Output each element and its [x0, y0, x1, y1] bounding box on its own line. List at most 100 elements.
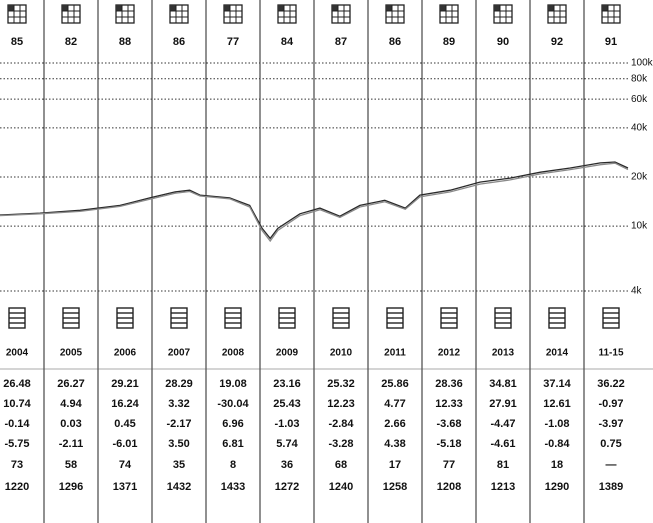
table-cell: 1213 [491, 481, 515, 493]
style-box [169, 4, 189, 24]
style-box-score: 86 [173, 36, 185, 48]
table-cell: -6.01 [112, 438, 137, 450]
style-box-score: 84 [281, 36, 294, 48]
style-box-score: 92 [551, 36, 563, 48]
table-cell: 12.61 [543, 398, 571, 410]
growth-line [0, 161, 629, 240]
table-cell: 25.32 [327, 378, 355, 390]
style-box-score: 85 [11, 36, 23, 48]
table-cell: 28.36 [435, 378, 463, 390]
table-cell: 58 [65, 459, 77, 471]
style-box-cell [62, 5, 68, 11]
table-cell: 34.81 [489, 378, 517, 390]
table-cell: 23.16 [273, 378, 301, 390]
table-cell: -2.11 [59, 438, 83, 450]
y-tick-label: 20k [631, 172, 648, 183]
style-box-cell [332, 5, 338, 11]
table-cell: 4.77 [384, 398, 405, 410]
y-tick-label: 40k [631, 123, 648, 134]
style-box [493, 4, 513, 24]
table-cell: 17 [389, 459, 401, 471]
table-cell: -2.17 [166, 418, 191, 430]
table-cell: 8 [230, 459, 236, 471]
style-box-cell [602, 5, 608, 11]
table-cell: 4.38 [384, 438, 405, 450]
table-cell: 1258 [383, 481, 407, 493]
table-cell: 81 [497, 459, 509, 471]
y-tick-label: 60k [631, 94, 648, 105]
table-cell: 12.23 [327, 398, 355, 410]
year-label: 2007 [168, 348, 191, 359]
style-box-cell [386, 5, 392, 11]
table-cell: 2.66 [384, 418, 405, 430]
table-cell: 29.21 [111, 378, 139, 390]
style-box-cell [494, 5, 500, 11]
table-cell: 3.32 [168, 398, 189, 410]
style-box [115, 4, 135, 24]
table-cell: 26.48 [3, 378, 31, 390]
table-cell: 1272 [275, 481, 299, 493]
table-cell: -5.75 [4, 438, 29, 450]
table-cell: -3.97 [598, 418, 623, 430]
style-box-cell [170, 5, 176, 11]
year-label: 2009 [276, 348, 299, 359]
table-cell: 18 [551, 459, 563, 471]
style-box [7, 4, 27, 24]
table-cell: 37.14 [543, 378, 571, 390]
table-cell: 12.33 [435, 398, 463, 410]
table-cell: 6.81 [222, 438, 243, 450]
style-box [223, 4, 243, 24]
year-label: 2008 [222, 348, 245, 359]
style-box-cell [278, 5, 284, 11]
table-cell: -4.47 [490, 418, 515, 430]
table-cell: — [606, 459, 617, 471]
style-box-cell [440, 5, 446, 11]
style-box-score: 89 [443, 36, 455, 48]
table-cell: 1220 [5, 481, 29, 493]
table-cell: 25.43 [273, 398, 301, 410]
y-tick-label: 10k [631, 221, 648, 232]
table-cell: 77 [443, 459, 455, 471]
table-cell: 10.74 [3, 398, 31, 410]
table-cell: 36.22 [597, 378, 625, 390]
table-cell: -2.84 [328, 418, 354, 430]
table-cell: 74 [119, 459, 132, 471]
table-cell: 35 [173, 459, 185, 471]
year-label: 2010 [330, 348, 353, 359]
table-cell: 27.91 [489, 398, 517, 410]
table-cell: 4.94 [60, 398, 82, 410]
table-cell: -0.84 [544, 438, 570, 450]
year-label: 2011 [384, 348, 406, 359]
table-cell: -0.14 [4, 418, 30, 430]
year-label: 2013 [492, 348, 515, 359]
style-box-score: 77 [227, 36, 239, 48]
style-box [61, 4, 81, 24]
table-cell: -1.08 [544, 418, 569, 430]
style-box [547, 4, 567, 24]
style-box-score: 90 [497, 36, 509, 48]
table-cell: 3.50 [168, 438, 189, 450]
growth-line [0, 162, 629, 243]
style-box [277, 4, 297, 24]
table-cell: 1296 [59, 481, 83, 493]
table-cell: 6.96 [222, 418, 243, 430]
style-box-cell [8, 5, 14, 11]
year-label: 11-15 [598, 348, 623, 359]
table-cell: 0.03 [60, 418, 81, 430]
table-cell: -30.04 [217, 398, 249, 410]
table-cell: 68 [335, 459, 347, 471]
style-box-score: 82 [65, 36, 77, 48]
table-cell: 19.08 [219, 378, 247, 390]
table-cell: -1.03 [274, 418, 299, 430]
table-cell: 36 [281, 459, 293, 471]
table-cell: -4.61 [490, 438, 515, 450]
table-cell: 5.74 [276, 438, 298, 450]
y-tick-label: 80k [631, 73, 648, 84]
table-cell: 1240 [329, 481, 353, 493]
table-cell: 25.86 [381, 378, 409, 390]
table-cell: 0.75 [600, 438, 621, 450]
table-cell: -5.18 [436, 438, 461, 450]
table-cell: 1432 [167, 481, 191, 493]
style-box-score: 87 [335, 36, 347, 48]
